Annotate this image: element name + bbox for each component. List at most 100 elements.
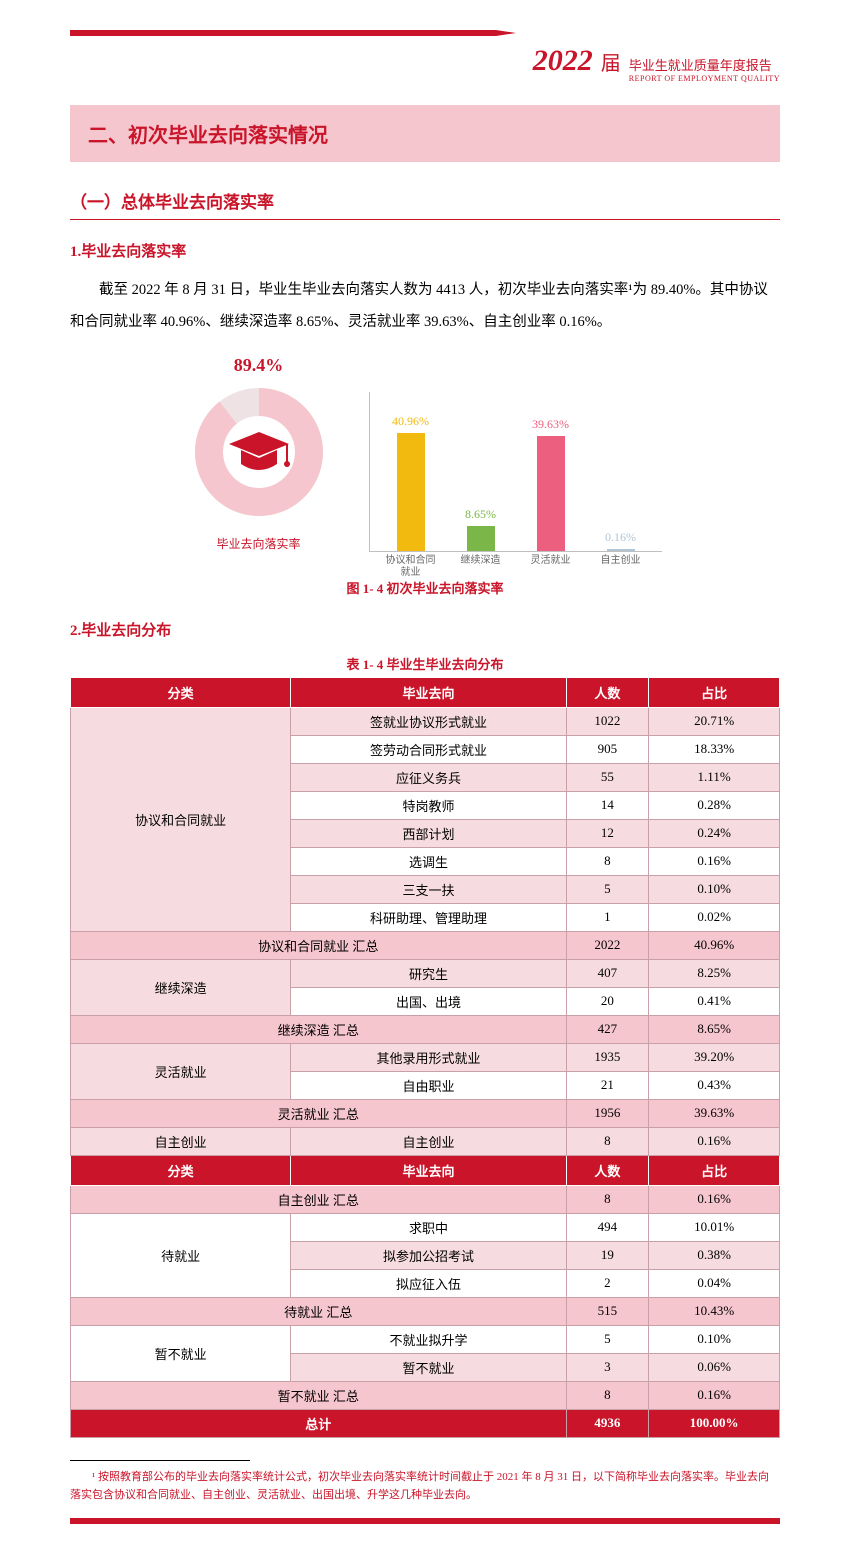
table-header-cell: 占比 bbox=[649, 677, 780, 707]
table-header-row: 分类毕业去向人数占比 bbox=[71, 677, 780, 707]
table-cell: 科研助理、管理助理 bbox=[291, 903, 566, 931]
bar-column: 39.63%灵活就业 bbox=[516, 392, 586, 551]
table-cell: 0.10% bbox=[649, 1325, 780, 1353]
table-cell: 8.65% bbox=[649, 1015, 780, 1043]
header-title-en: REPORT OF EMPLOYMENT QUALITY bbox=[629, 74, 780, 84]
table-cell: 39.20% bbox=[649, 1043, 780, 1071]
table-row: 灵活就业其他录用形式就业193539.20% bbox=[71, 1043, 780, 1071]
header-jie: 届 bbox=[601, 47, 621, 76]
bar-value-label: 0.16% bbox=[605, 530, 636, 545]
heading-2: 2.毕业去向分布 bbox=[70, 619, 780, 640]
table-cell: 2022 bbox=[566, 931, 649, 959]
table-cell: 三支一扶 bbox=[291, 875, 566, 903]
bar-rect bbox=[397, 433, 425, 551]
table-cell: 5 bbox=[566, 1325, 649, 1353]
bar-column: 0.16%自主创业 bbox=[586, 392, 656, 551]
section-title: 二、初次毕业去向落实情况 bbox=[70, 105, 780, 162]
table-cell: 其他录用形式就业 bbox=[291, 1043, 566, 1071]
donut-label: 毕业去向落实率 bbox=[189, 535, 329, 552]
table-row: 自主创业自主创业80.16% bbox=[71, 1127, 780, 1155]
table-cell: 1956 bbox=[566, 1099, 649, 1127]
table-row: 灵活就业 汇总195639.63% bbox=[71, 1099, 780, 1127]
table-cell: 选调生 bbox=[291, 847, 566, 875]
table-cell: 18.33% bbox=[649, 735, 780, 763]
table-cell: 100.00% bbox=[649, 1409, 780, 1437]
table-cell: 拟应征入伍 bbox=[291, 1269, 566, 1297]
table-cell: 515 bbox=[566, 1297, 649, 1325]
chart-figure: 89.4% 毕业去向落实率 40.96%协议和合同 就业8.65%继续深造39.… bbox=[70, 355, 780, 552]
table-cell: 8 bbox=[566, 1381, 649, 1409]
distribution-table: 分类毕业去向人数占比协议和合同就业签就业协议形式就业102220.71%签劳动合… bbox=[70, 677, 780, 1438]
donut-percent: 89.4% bbox=[189, 355, 329, 376]
table-cell: 8 bbox=[566, 1185, 649, 1213]
chart-caption: 图 1- 4 初次毕业去向落实率 bbox=[70, 578, 780, 597]
table-cell: 20 bbox=[566, 987, 649, 1015]
table-row: 暂不就业 汇总80.16% bbox=[71, 1381, 780, 1409]
table-cell: 2 bbox=[566, 1269, 649, 1297]
table-cell: 0.16% bbox=[649, 1127, 780, 1155]
table-cell: 自主创业 bbox=[291, 1127, 566, 1155]
table-cell: 1935 bbox=[566, 1043, 649, 1071]
table-cell: 55 bbox=[566, 763, 649, 791]
table-cell: 求职中 bbox=[291, 1213, 566, 1241]
table-cell: 0.43% bbox=[649, 1071, 780, 1099]
table-cell: 出国、出境 bbox=[291, 987, 566, 1015]
bottom-border bbox=[70, 1518, 780, 1524]
bar-category-label: 灵活就业 bbox=[516, 551, 586, 567]
table-cell: 0.16% bbox=[649, 1381, 780, 1409]
table-header-cell: 人数 bbox=[566, 677, 649, 707]
table-cell: 494 bbox=[566, 1213, 649, 1241]
table-cell: 14 bbox=[566, 791, 649, 819]
table-cell: 10.43% bbox=[649, 1297, 780, 1325]
table-row: 待就业 汇总51510.43% bbox=[71, 1297, 780, 1325]
footnote-text: ¹ 按照教育部公布的毕业去向落实率统计公式，初次毕业去向落实率统计时间截止于 2… bbox=[70, 1469, 780, 1504]
table-row: 自主创业 汇总80.16% bbox=[71, 1185, 780, 1213]
table-cell: 3 bbox=[566, 1353, 649, 1381]
table-cell: 应征义务兵 bbox=[291, 763, 566, 791]
table-category-cell: 协议和合同就业 bbox=[71, 707, 291, 931]
table-category-cell: 继续深造 bbox=[71, 959, 291, 1015]
table-cell: 12 bbox=[566, 819, 649, 847]
table-category-cell: 自主创业 bbox=[71, 1127, 291, 1155]
table-row: 暂不就业不就业拟升学50.10% bbox=[71, 1325, 780, 1353]
table-header-cell: 分类 bbox=[71, 1155, 291, 1185]
heading-1: 1.毕业去向落实率 bbox=[70, 240, 780, 261]
table-category-cell: 灵活就业 bbox=[71, 1043, 291, 1099]
table-caption: 表 1- 4 毕业生毕业去向分布 bbox=[70, 654, 780, 673]
bar-rect bbox=[537, 436, 565, 550]
bar-category-label: 继续深造 bbox=[446, 551, 516, 567]
table-cell: 5 bbox=[566, 875, 649, 903]
table-cell: 427 bbox=[566, 1015, 649, 1043]
table-cell: 签劳动合同形式就业 bbox=[291, 735, 566, 763]
table-cell: 8 bbox=[566, 847, 649, 875]
table-cell: 1 bbox=[566, 903, 649, 931]
bar-category-label: 自主创业 bbox=[586, 551, 656, 567]
table-cell: 暂不就业 汇总 bbox=[71, 1381, 567, 1409]
table-cell: 1.11% bbox=[649, 763, 780, 791]
table-header-cell: 毕业去向 bbox=[291, 677, 566, 707]
table-header-cell: 分类 bbox=[71, 677, 291, 707]
bar-rect bbox=[467, 526, 495, 551]
bar-column: 40.96%协议和合同 就业 bbox=[376, 392, 446, 551]
top-border bbox=[70, 30, 780, 36]
table-cell: 协议和合同就业 汇总 bbox=[71, 931, 567, 959]
table-category-cell: 待就业 bbox=[71, 1213, 291, 1297]
table-cell: 0.28% bbox=[649, 791, 780, 819]
table-header-cell: 占比 bbox=[649, 1155, 780, 1185]
table-cell: 拟参加公招考试 bbox=[291, 1241, 566, 1269]
table-cell: 20.71% bbox=[649, 707, 780, 735]
table-header-cell: 毕业去向 bbox=[291, 1155, 566, 1185]
table-cell: 继续深造 汇总 bbox=[71, 1015, 567, 1043]
table-cell: 灵活就业 汇总 bbox=[71, 1099, 567, 1127]
table-cell: 407 bbox=[566, 959, 649, 987]
report-page: 2022 届 毕业生就业质量年度报告 REPORT OF EMPLOYMENT … bbox=[0, 0, 850, 1564]
table-row: 继续深造研究生4078.25% bbox=[71, 959, 780, 987]
page-header: 2022 届 毕业生就业质量年度报告 REPORT OF EMPLOYMENT … bbox=[70, 44, 780, 83]
table-cell: 0.41% bbox=[649, 987, 780, 1015]
table-header-row: 分类毕业去向人数占比 bbox=[71, 1155, 780, 1185]
table-cell: 0.16% bbox=[649, 1185, 780, 1213]
table-cell: 自主创业 汇总 bbox=[71, 1185, 567, 1213]
table-row: 协议和合同就业签就业协议形式就业102220.71% bbox=[71, 707, 780, 735]
table-cell: 8 bbox=[566, 1127, 649, 1155]
header-title-cn: 毕业生就业质量年度报告 bbox=[629, 58, 780, 74]
